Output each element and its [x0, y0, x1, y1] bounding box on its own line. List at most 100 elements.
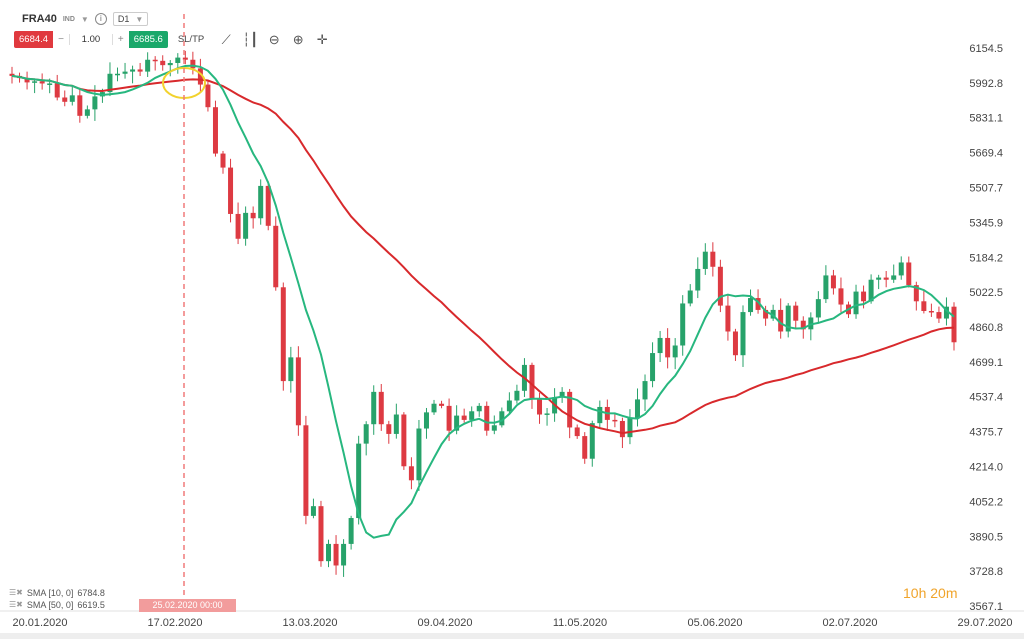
y-tick-label: 5022.5	[969, 287, 1003, 299]
candle-body	[612, 419, 618, 422]
x-tick-label: 20.01.2020	[12, 617, 67, 629]
legend-sma50-value: 6619.5	[77, 600, 105, 610]
candles-icon[interactable]: ┆┃	[242, 31, 259, 47]
candle-body	[461, 415, 467, 420]
candle-body	[393, 414, 399, 434]
candle-body	[84, 109, 90, 116]
y-tick-label: 4699.1	[969, 357, 1003, 369]
candle-body	[265, 185, 271, 226]
candle-body	[167, 62, 173, 66]
candle-body	[861, 291, 867, 302]
crosshair-icon[interactable]: ✛	[316, 31, 328, 47]
candle-body	[868, 279, 874, 302]
increase-quantity-button[interactable]: +	[117, 34, 124, 45]
buy-button[interactable]: 6685.6	[128, 31, 168, 48]
candle-body	[717, 266, 723, 306]
candle-body	[122, 71, 128, 74]
legend-sma10[interactable]: ☰✖ SMA [10, 0] 6784.8	[9, 587, 105, 599]
x-tick-label: 11.05.2020	[553, 617, 607, 629]
candle-body	[891, 275, 897, 280]
candle-body	[295, 357, 301, 426]
candle-body	[469, 411, 475, 420]
candle-timer: 10h 20m	[903, 585, 958, 601]
candle-body	[650, 353, 656, 382]
chart-tools: ⟋ ┆┃ ⊖ ⊕ ✛	[218, 32, 330, 48]
candle-body	[371, 391, 377, 425]
candle-body	[107, 73, 113, 93]
candle-body	[24, 78, 30, 83]
candle-body	[906, 262, 912, 286]
candle-body	[258, 185, 264, 219]
list-icon: ☰✖	[9, 588, 23, 597]
candle-body	[423, 412, 429, 429]
legend-sma50[interactable]: ☰✖ SMA [50, 0] 6619.5	[9, 599, 105, 611]
candle-body	[160, 60, 166, 66]
candle-body	[876, 277, 882, 280]
candle-body	[559, 391, 565, 398]
candle-body	[680, 303, 686, 346]
candle-body	[326, 543, 332, 562]
candle-body	[220, 153, 226, 168]
decrease-quantity-button[interactable]: −	[58, 34, 64, 45]
list-icon: ☰✖	[9, 600, 23, 609]
candle-body	[348, 518, 354, 544]
y-tick-label: 5831.1	[969, 113, 1003, 125]
sltp-button[interactable]: SL/TP	[177, 34, 205, 45]
x-tick-label: 29.07.2020	[957, 617, 1012, 629]
candle-body	[725, 305, 731, 332]
timeframe-select[interactable]: D1 ▼	[112, 12, 149, 26]
candle-body	[9, 73, 15, 76]
sell-button[interactable]: 6684.4	[14, 31, 54, 48]
y-tick-label: 3567.1	[969, 601, 1003, 613]
candle-body	[454, 415, 460, 431]
candle-body	[439, 403, 445, 406]
candle-body	[740, 312, 746, 356]
candle-body	[499, 411, 505, 426]
bottom-bar	[0, 633, 1024, 639]
candle-body	[363, 424, 369, 444]
zoom-in-icon[interactable]: ⊕	[292, 31, 304, 47]
quantity-input[interactable]: 1.00	[68, 34, 113, 45]
candle-body	[484, 405, 490, 431]
candle-body	[228, 167, 234, 214]
candle-body	[702, 251, 708, 269]
candle-body	[356, 443, 362, 519]
zoom-out-icon[interactable]: ⊖	[268, 31, 280, 47]
x-tick-label: 09.04.2020	[417, 617, 472, 629]
candle-body	[943, 306, 949, 319]
candle-body	[921, 301, 927, 311]
candle-body	[378, 391, 384, 425]
candle-body	[145, 59, 151, 72]
y-tick-label: 4052.2	[969, 496, 1003, 508]
candle-body	[62, 97, 68, 102]
candle-body	[92, 96, 98, 110]
candle-body	[913, 285, 919, 302]
candle-body	[197, 68, 203, 85]
symbol-tag: IND	[62, 15, 75, 23]
candle-body	[778, 309, 784, 332]
chevron-down-icon[interactable]: ▼	[80, 14, 89, 24]
candle-body	[137, 69, 143, 72]
candle-body	[672, 345, 678, 358]
line-chart-icon[interactable]: ⟋	[221, 31, 231, 47]
candle-body	[506, 400, 512, 412]
candle-body	[303, 425, 309, 516]
candle-body	[431, 403, 437, 413]
chevron-down-icon: ▼	[135, 14, 144, 24]
candle-body	[235, 213, 241, 239]
y-tick-label: 5669.4	[969, 148, 1003, 160]
symbol-name[interactable]: FRA40	[22, 13, 57, 25]
y-tick-label: 4375.7	[969, 427, 1003, 439]
info-icon[interactable]: i	[94, 13, 107, 25]
y-tick-label: 3890.5	[969, 531, 1003, 543]
candle-body	[514, 390, 520, 401]
candle-body	[476, 405, 482, 412]
candle-body	[401, 414, 407, 467]
candle-body	[883, 277, 889, 280]
candle-body	[642, 381, 648, 400]
y-tick-label: 5184.2	[969, 252, 1003, 264]
candle-body	[408, 466, 414, 481]
candle-body	[288, 357, 294, 382]
candle-body	[793, 305, 799, 321]
